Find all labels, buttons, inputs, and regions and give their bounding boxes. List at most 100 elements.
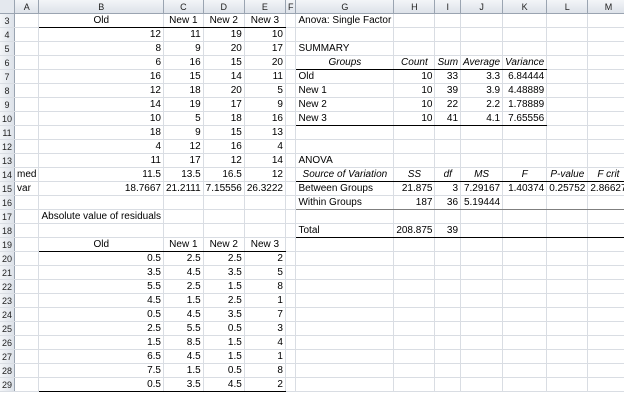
cell-M12[interactable] [587, 139, 624, 154]
cell-F26[interactable] [285, 335, 297, 350]
cell-K5[interactable] [502, 41, 548, 56]
cell-K15[interactable]: 1.40374 [502, 181, 548, 196]
row-header[interactable]: 23 [0, 293, 15, 308]
cell-K26[interactable] [502, 335, 548, 350]
cell-M5[interactable] [587, 41, 624, 56]
cell-F16[interactable] [285, 195, 297, 210]
cell-L16[interactable] [546, 195, 589, 210]
cell-E23[interactable]: 1 [244, 293, 286, 308]
cell-E13[interactable]: 14 [244, 153, 286, 168]
cell-D5[interactable]: 20 [203, 41, 245, 56]
cell-J15[interactable]: 7.29167 [460, 181, 504, 196]
cell-L13[interactable] [546, 153, 589, 168]
cell-D24[interactable]: 3.5 [203, 307, 245, 322]
cell-L5[interactable] [546, 41, 589, 56]
cell-I22[interactable] [434, 279, 462, 294]
cell-K25[interactable] [502, 321, 548, 336]
cell-G11[interactable] [295, 125, 395, 140]
cell-G17[interactable] [295, 209, 395, 224]
cell-L14[interactable]: P-value [546, 167, 589, 182]
cell-C23[interactable]: 1.5 [163, 293, 204, 308]
cell-E25[interactable]: 3 [244, 321, 286, 336]
cell-G23[interactable] [295, 293, 395, 308]
cell-B22[interactable]: 5.5 [38, 279, 164, 294]
cell-F27[interactable] [285, 349, 297, 364]
cell-K4[interactable] [502, 27, 548, 42]
cell-D7[interactable]: 14 [203, 69, 245, 84]
cell-A7[interactable] [14, 69, 40, 84]
cell-B9[interactable]: 14 [38, 97, 164, 112]
cell-G6[interactable]: Groups [295, 55, 395, 70]
row-header[interactable]: 18 [0, 223, 15, 238]
cell-C4[interactable]: 11 [163, 27, 204, 42]
cell-K17[interactable] [502, 209, 548, 224]
cell-C20[interactable]: 2.5 [163, 251, 204, 266]
column-header-D[interactable]: D [203, 0, 245, 14]
cell-B7[interactable]: 16 [38, 69, 164, 84]
cell-D4[interactable]: 19 [203, 27, 245, 42]
cell-H5[interactable] [393, 41, 436, 56]
cell-J25[interactable] [460, 321, 504, 336]
cell-G4[interactable] [295, 27, 395, 42]
cell-I7[interactable]: 33 [434, 69, 462, 84]
cell-K16[interactable] [502, 195, 548, 210]
cell-H12[interactable] [393, 139, 436, 154]
cell-L28[interactable] [546, 363, 589, 378]
cell-K8[interactable]: 4.48889 [502, 83, 548, 98]
cell-L9[interactable] [546, 97, 589, 112]
cell-L8[interactable] [546, 83, 589, 98]
cell-E24[interactable]: 7 [244, 307, 286, 322]
cell-D19[interactable]: New 2 [203, 237, 245, 252]
cell-C15[interactable]: 21.2111 [163, 181, 204, 196]
cell-H20[interactable] [393, 251, 436, 266]
cell-B24[interactable]: 0.5 [38, 307, 164, 322]
cell-B29[interactable]: 0.5 [38, 377, 164, 392]
row-header[interactable]: 28 [0, 363, 15, 378]
row-header[interactable]: 9 [0, 97, 15, 112]
cell-M28[interactable] [587, 363, 624, 378]
row-header[interactable]: 24 [0, 307, 15, 322]
cell-G13[interactable]: ANOVA [295, 153, 395, 168]
cell-H7[interactable]: 10 [393, 69, 436, 84]
column-header-B[interactable]: B [38, 0, 164, 14]
cell-B8[interactable]: 12 [38, 83, 164, 98]
cell-A12[interactable] [14, 139, 40, 154]
cell-B4[interactable]: 12 [38, 27, 164, 42]
cell-F13[interactable] [285, 153, 297, 168]
cell-G16[interactable]: Within Groups [295, 195, 395, 210]
cell-F15[interactable] [285, 181, 297, 196]
column-header-H[interactable]: H [393, 0, 436, 14]
cell-L25[interactable] [546, 321, 589, 336]
cell-H4[interactable] [393, 27, 436, 42]
cell-A21[interactable] [14, 265, 40, 280]
cell-M23[interactable] [587, 293, 624, 308]
cell-K3[interactable] [502, 13, 548, 28]
row-header[interactable]: 16 [0, 195, 15, 210]
select-all-corner[interactable] [0, 0, 15, 14]
cell-I12[interactable] [434, 139, 462, 154]
cell-I13[interactable] [434, 153, 462, 168]
cell-D26[interactable]: 1.5 [203, 335, 245, 350]
cell-G8[interactable]: New 1 [295, 83, 395, 98]
cell-D11[interactable]: 15 [203, 125, 245, 140]
cell-G21[interactable] [295, 265, 395, 280]
cell-L10[interactable] [546, 111, 589, 126]
cell-G27[interactable] [295, 349, 395, 364]
cell-A29[interactable] [14, 377, 40, 392]
cell-J14[interactable]: MS [460, 167, 504, 182]
cell-D18[interactable] [203, 223, 245, 238]
cell-E11[interactable]: 13 [244, 125, 286, 140]
cell-L6[interactable] [546, 55, 589, 70]
cell-M14[interactable]: F crit [587, 167, 624, 182]
cell-L18[interactable] [546, 223, 589, 238]
cell-E29[interactable]: 2 [244, 377, 286, 392]
cell-A11[interactable] [14, 125, 40, 140]
cell-J21[interactable] [460, 265, 504, 280]
cell-E10[interactable]: 16 [244, 111, 286, 126]
cell-B12[interactable]: 4 [38, 139, 164, 154]
cell-B21[interactable]: 3.5 [38, 265, 164, 280]
row-header[interactable]: 14 [0, 167, 15, 182]
cell-H6[interactable]: Count [393, 55, 436, 70]
cell-C29[interactable]: 3.5 [163, 377, 204, 392]
cell-F14[interactable] [285, 167, 297, 182]
